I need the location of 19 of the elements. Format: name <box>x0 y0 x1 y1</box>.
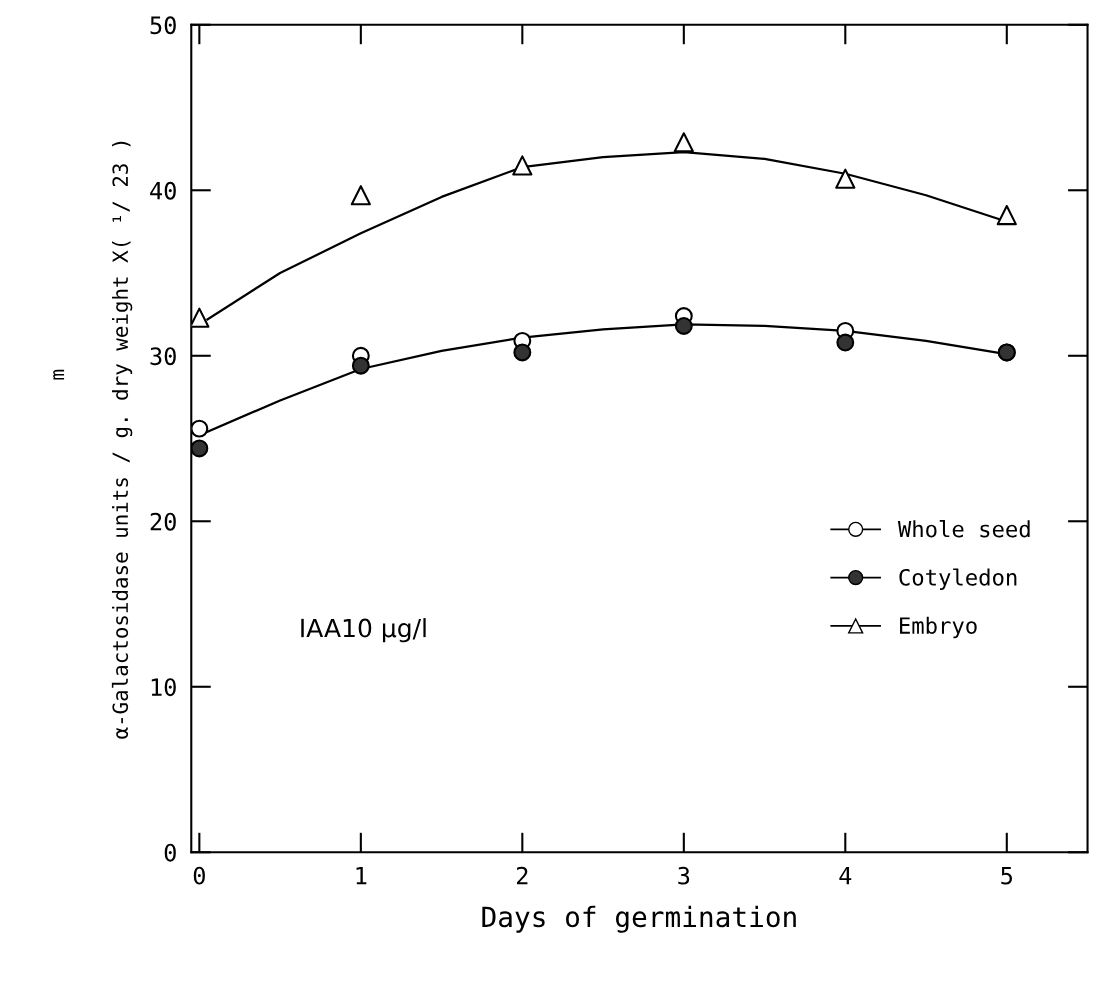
y-tick-label: 0 <box>164 843 176 862</box>
x-axis-title: Days of germination <box>482 905 796 933</box>
x-tick-label: 2 <box>516 866 528 885</box>
y-tick-label: 30 <box>150 347 176 366</box>
legend-label: Cotyledon <box>899 568 1017 590</box>
y-axis-title: α-Galactosidase units / g. dry weight X( ¹/ 23 ) <box>111 141 133 739</box>
legend-label: Embryo <box>900 616 977 639</box>
y-tick-label: 50 <box>150 16 176 35</box>
x-tick-label: 1 <box>356 867 367 885</box>
legend-label: Whole seed <box>897 520 1030 538</box>
y-tick-label: 20 <box>150 512 176 531</box>
annotation: IAA10 μg/l <box>301 618 426 643</box>
y-tick-label: 40 <box>150 181 176 200</box>
x-tick-label: 0 <box>193 866 205 885</box>
x-tick-label: 4 <box>839 867 852 885</box>
x-tick-label: 5 <box>1001 867 1013 885</box>
x-tick-label: 3 <box>678 866 690 885</box>
y-tick-label: 10 <box>151 678 176 697</box>
text: m <box>53 369 65 380</box>
